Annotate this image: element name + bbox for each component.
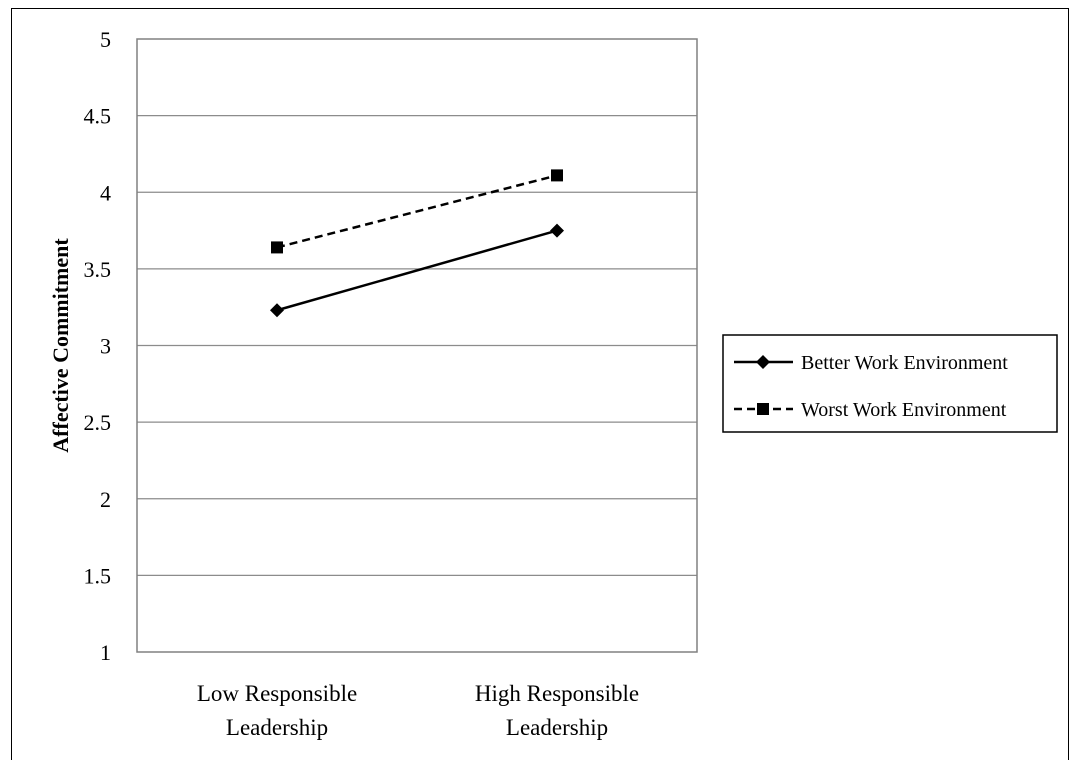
legend-item: Better Work Environment	[734, 352, 1008, 374]
y-tick-label: 1.5	[84, 563, 112, 588]
y-tick-label: 1	[100, 640, 111, 665]
y-axis-ticks: 1 1.5 2 2.5 3 3.5 4 4.5 5	[84, 27, 112, 665]
data-point	[271, 241, 283, 254]
y-tick-label: 2	[100, 487, 111, 512]
y-tick-label: 4	[100, 180, 111, 205]
y-tick-label: 3.5	[84, 257, 112, 282]
x-tick-label: High Responsible Leadership	[475, 681, 639, 740]
y-tick-label: 3	[100, 334, 111, 359]
x-axis-ticks: Low Responsible Leadership High Responsibl…	[197, 681, 639, 740]
legend-label: Worst Work Environment	[801, 399, 1007, 421]
y-tick-label: 4.5	[84, 104, 112, 129]
y-tick-label: 5	[100, 27, 111, 52]
series-1	[270, 223, 564, 318]
legend-marker	[756, 355, 770, 369]
legend: Better Work Environment Worst Work Enviro…	[722, 334, 1058, 433]
x-tick-label: Low Responsible Leadership	[197, 681, 357, 740]
y-axis-label: Affective Commitment	[48, 238, 73, 453]
legend-label: Better Work Environment	[801, 352, 1008, 374]
data-point	[270, 303, 284, 318]
series-group	[270, 169, 564, 318]
legend-marker	[757, 403, 769, 415]
legend-box	[722, 334, 1058, 433]
gridlines	[137, 115, 697, 576]
plot-area	[136, 38, 698, 653]
y-tick-label: 2.5	[84, 410, 112, 435]
series-2	[271, 169, 563, 254]
series-line	[276, 229, 558, 312]
data-point	[551, 169, 563, 182]
data-point	[550, 223, 564, 238]
legend-item: Worst Work Environment	[734, 399, 1007, 421]
series-line	[276, 174, 558, 249]
